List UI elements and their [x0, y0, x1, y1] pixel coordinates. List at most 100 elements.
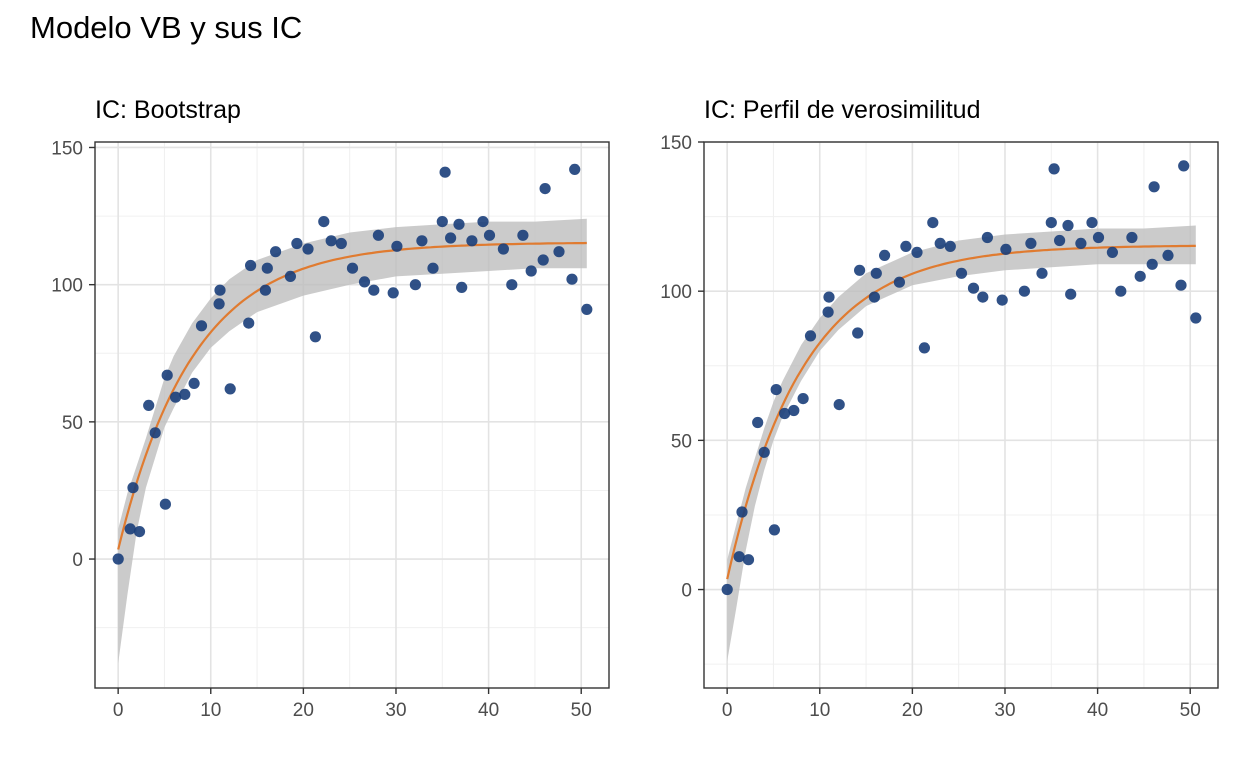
data-point	[309, 331, 321, 343]
data-point	[1178, 160, 1190, 172]
x-tick-label: 0	[113, 700, 124, 721]
data-point	[752, 416, 764, 429]
data-point	[788, 404, 800, 417]
x-tick-label: 20	[293, 700, 314, 721]
data-point	[569, 163, 581, 175]
data-point	[179, 388, 191, 400]
x-tick-label: 50	[1180, 700, 1201, 721]
data-point	[1054, 234, 1066, 247]
data-point	[436, 216, 448, 228]
data-point	[1025, 237, 1037, 249]
data-point	[416, 235, 428, 247]
data-point	[466, 235, 478, 247]
data-point	[1065, 288, 1077, 300]
data-point	[539, 183, 551, 195]
data-point	[981, 231, 994, 244]
data-point	[1092, 231, 1105, 244]
data-point	[797, 393, 809, 405]
data-point	[770, 384, 782, 396]
data-point	[409, 279, 421, 291]
data-point	[243, 317, 255, 329]
data-point	[581, 303, 593, 315]
data-point	[439, 166, 451, 178]
panel-border	[703, 141, 1219, 689]
data-point	[1062, 219, 1074, 232]
data-point	[854, 264, 866, 276]
data-point	[453, 218, 465, 230]
panel-title: IC: Bootstrap	[95, 96, 241, 124]
data-point	[143, 399, 155, 411]
x-tick-label: 40	[1087, 700, 1108, 721]
data-point	[245, 259, 257, 272]
data-point	[506, 279, 518, 291]
data-point	[918, 342, 931, 354]
data-point	[833, 399, 845, 411]
data-point	[870, 267, 882, 279]
x-tick-label: 30	[994, 700, 1015, 721]
data-point	[742, 554, 755, 566]
data-point	[1146, 258, 1158, 270]
data-point	[721, 583, 733, 596]
data-point	[159, 498, 171, 510]
panel-1: 0 10 20 30 40 50 0 50 100 150 IC: Bootstrap	[51, 96, 610, 721]
data-point	[879, 249, 891, 261]
panel-2: 0 10 20 30 40 50 0 50 100 150 IC: Perfil de verosi…	[660, 96, 1219, 721]
data-point	[261, 262, 273, 274]
data-point	[1126, 231, 1138, 244]
data-point	[427, 262, 439, 274]
y-tick-label: 50	[671, 431, 692, 452]
data-point	[387, 287, 399, 299]
data-point	[259, 284, 271, 296]
data-point	[1175, 279, 1187, 291]
data-point	[1086, 217, 1098, 229]
data-point	[284, 270, 296, 282]
data-point	[368, 284, 380, 296]
data-point	[224, 383, 236, 395]
data-point	[325, 235, 337, 247]
data-point	[927, 217, 939, 229]
data-point	[456, 281, 468, 293]
data-point	[911, 246, 923, 258]
data-point	[955, 267, 968, 279]
data-point	[893, 276, 906, 288]
data-point	[944, 240, 956, 252]
data-point	[1075, 237, 1087, 249]
data-point	[161, 369, 173, 381]
data-point	[1000, 243, 1012, 255]
x-tick-label: 20	[902, 700, 923, 721]
data-point	[525, 265, 537, 277]
data-point	[517, 229, 529, 241]
data-point	[346, 262, 359, 274]
data-point	[214, 284, 226, 296]
data-point	[112, 553, 124, 565]
data-point	[302, 243, 314, 255]
data-point	[213, 298, 225, 310]
data-point	[318, 216, 330, 228]
data-point	[736, 506, 748, 518]
data-point	[852, 327, 864, 339]
data-point	[566, 273, 578, 285]
data-point	[358, 276, 371, 288]
data-point	[1162, 249, 1174, 261]
data-point	[188, 377, 200, 389]
y-tick-label: 100	[51, 276, 83, 297]
fitted-curve	[117, 241, 587, 550]
data-point	[391, 240, 403, 252]
data-point	[291, 237, 303, 250]
x-tick-label: 30	[385, 700, 406, 721]
data-point	[553, 246, 565, 258]
data-point	[1018, 285, 1030, 297]
data-point	[934, 237, 946, 249]
data-point	[1036, 267, 1048, 279]
data-point	[758, 446, 770, 458]
fitted-curve	[726, 244, 1196, 580]
y-tick-label: 100	[660, 282, 692, 303]
data-point	[270, 246, 282, 258]
y-tick-label: 50	[62, 413, 83, 434]
data-point	[768, 524, 781, 536]
y-tick-label: 0	[72, 550, 83, 571]
data-point	[170, 391, 182, 403]
data-point	[977, 291, 989, 303]
data-point	[195, 320, 208, 332]
y-tick-label: 0	[681, 581, 692, 602]
